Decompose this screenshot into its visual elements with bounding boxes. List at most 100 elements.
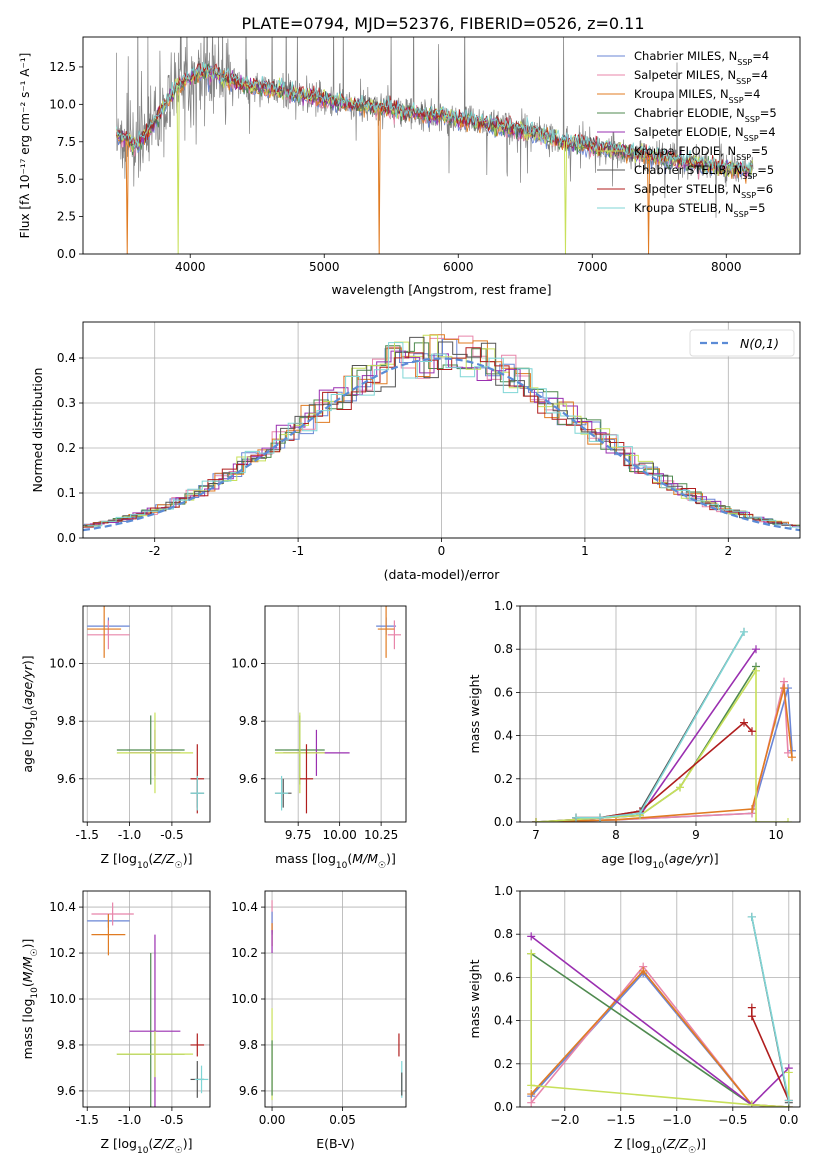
weight_vs_Z-ytick-label: 0.8: [494, 927, 513, 941]
weight_vs_Z-ylabel: mass weight: [467, 959, 482, 1038]
mass_vs_EBV-ytick-label: 10.4: [231, 900, 258, 914]
weight-marker: [747, 1012, 756, 1021]
spectrum-dip: [125, 140, 129, 254]
residuals-ytick-label: 0.4: [57, 351, 76, 365]
spectrum-xtick-label: 6000: [443, 260, 474, 274]
legend-count: =4: [751, 68, 768, 82]
age_vs_mass-xtick-label: 10.25: [364, 828, 398, 842]
spectrum-plot: 4000 5000 6000 7000 8000 0.0 2.5 5.0 7.5 10.0 12.5…: [18, 36, 801, 297]
wZ-xlabel: Z [log10(Z/Z☉)]: [614, 1136, 706, 1156]
age_vs_Z-xtick-label: -1.0: [118, 828, 141, 842]
spectrum-ytick-label: 2.5: [57, 210, 76, 224]
weight_vs_age-ytick-label: 0.4: [494, 729, 513, 743]
age_vs_Z-frame: [82, 605, 211, 823]
ageM-xlabel-part: )]: [386, 851, 396, 866]
weight-series-line: [535, 687, 793, 822]
mass_vs_Z-ytick-label: 9.8: [57, 1038, 76, 1052]
weight-marker: [747, 1100, 756, 1107]
weight_vs_age-ytick-label: 0.2: [494, 772, 513, 786]
legend-count: =4: [744, 87, 761, 101]
ageZ-xlabel-part: ☉: [175, 861, 183, 871]
legend-label: Chabrier MILES, NSSP=4: [634, 49, 769, 67]
residual-histogram-step: [84, 342, 800, 527]
spectrum-ytick-label: 5.0: [57, 172, 76, 186]
observed-spectrum-line: [116, 37, 754, 218]
spectrum-ylabel: Flux [fλ 10⁻¹⁷ erg cm⁻² s⁻¹ A⁻¹]: [18, 53, 32, 239]
legend-count: =4: [752, 49, 769, 63]
age_vs_Z-ytick-label: 9.8: [57, 714, 76, 728]
weight-marker: [527, 932, 536, 941]
weight_vs_age-frame: [519, 605, 801, 823]
weight-marker: [788, 753, 796, 762]
weight-marker: [752, 818, 760, 822]
legend-sub: SSP: [744, 134, 759, 143]
mass_vs_EBV-ytick-label: 10.2: [231, 946, 258, 960]
residuals-frame: [82, 321, 801, 539]
legend-count: =5: [751, 144, 768, 158]
age-vs-mass-plot: 9.75 10.00 10.25 9.6 9.8 10.0 mass [log10(M/M☉…: [231, 605, 407, 871]
mZ-ylabel-part: )]: [20, 939, 35, 949]
wAge-xlabel-part: (: [664, 851, 669, 866]
weight-marker: [748, 727, 756, 736]
weight_vs_Z-xtick-label: −2.0: [550, 1113, 579, 1127]
ageZ-ylabel-part: (: [20, 705, 35, 710]
spectrum-dip: [176, 85, 180, 254]
spectrum-frame: [82, 36, 801, 255]
weight-marker: [676, 783, 684, 792]
weight-marker: [532, 818, 540, 822]
weight_vs_Z-lines: [527, 912, 793, 1107]
wZ-xlabel-part: (: [662, 1136, 667, 1151]
mZ-ylabel-part: mass [log: [20, 999, 35, 1060]
weight_vs_age-ytick-label: 0.0: [494, 815, 513, 829]
weight-vs-age-plot: 7 8 9 10 0.0 0.2 0.4 0.6 0.8 1.0 mass weight age [l…: [467, 599, 801, 871]
weight-marker: [740, 718, 748, 727]
wAge-xlabel-part: age/yr: [669, 851, 710, 866]
weight-marker: [752, 666, 760, 675]
residuals-histogram: -2 -1 0 1 2 0.0 0.1 0.2 0.3 0.4 (data-model)/error…: [30, 321, 801, 582]
legend-label: Chabrier STELIB, NSSP=5: [634, 163, 774, 181]
weight-marker: [747, 912, 756, 921]
weight_vs_Z-ytick-label: 0.4: [494, 1014, 513, 1028]
mass_vs_Z-ytick-label: 10.0: [49, 992, 76, 1006]
weight-marker: [784, 818, 792, 822]
residuals-legend-box: [689, 329, 795, 357]
mZ-ylabel: mass [log10(M/M☉)]: [20, 939, 40, 1060]
mZ-ylabel-part: (: [20, 982, 35, 987]
ageM-xlabel-part: mass [log: [275, 851, 336, 866]
spectrum-xlabel: wavelength [Angstrom, rest frame]: [331, 282, 551, 297]
wAge-xlabel: age [log10(age/yr)]: [601, 851, 718, 871]
wZ-xlabel-part: 10: [650, 1146, 662, 1156]
wZ-xlabel-part: Z/Z: [666, 1136, 689, 1151]
age_vs_Z-ytick-label: 10.0: [49, 657, 76, 671]
residual-histogram-step: [87, 342, 800, 528]
mass_vs_Z-frame: [82, 890, 211, 1108]
residual-histogram-step: [83, 336, 797, 526]
weight-marker: [636, 809, 644, 818]
weight_vs_Z-xtick-label: 0.0: [779, 1113, 798, 1127]
weight_vs_Z-ytick-label: 0.6: [494, 970, 513, 984]
figure-title: PLATE=0794, MJD=52376, FIBERID=0526, z=0…: [241, 14, 644, 33]
residuals-ytick-label: 0.3: [57, 396, 76, 410]
spectrum-ytick-label: 12.5: [49, 60, 76, 74]
mE-xlabel: E(B-V): [316, 1136, 355, 1151]
normal-curve: [83, 357, 800, 532]
weight_vs_age-xtick-label: 10: [768, 828, 783, 842]
residuals-xlabel: (data-model)/error: [384, 567, 501, 582]
weight-marker: [527, 1081, 536, 1090]
spectrum-ytick-label: 0.0: [57, 247, 76, 261]
weight_vs_age-xtick-label: 7: [532, 828, 540, 842]
residuals-ytick-label: 0.0: [57, 531, 76, 545]
weight-series-line: [535, 668, 788, 822]
weight_vs_age-xtick-label: 9: [692, 828, 700, 842]
ageZ-xlabel-part: )]: [183, 851, 193, 866]
spectrum-lines: [116, 37, 754, 254]
weight-series-line: [530, 971, 789, 1107]
mass_vs_Z-xtick-label: -1.5: [76, 1113, 99, 1127]
residuals-ytick-label: 0.2: [57, 441, 76, 455]
weight-marker: [784, 1096, 793, 1105]
mZ-ylabel-part: M/M: [20, 956, 35, 982]
spectrum-ytick-label: 10.0: [49, 97, 76, 111]
legend-label: Kroupa MILES, NSSP=4: [634, 87, 760, 105]
spectrum-ytick-label: 7.5: [57, 135, 76, 149]
